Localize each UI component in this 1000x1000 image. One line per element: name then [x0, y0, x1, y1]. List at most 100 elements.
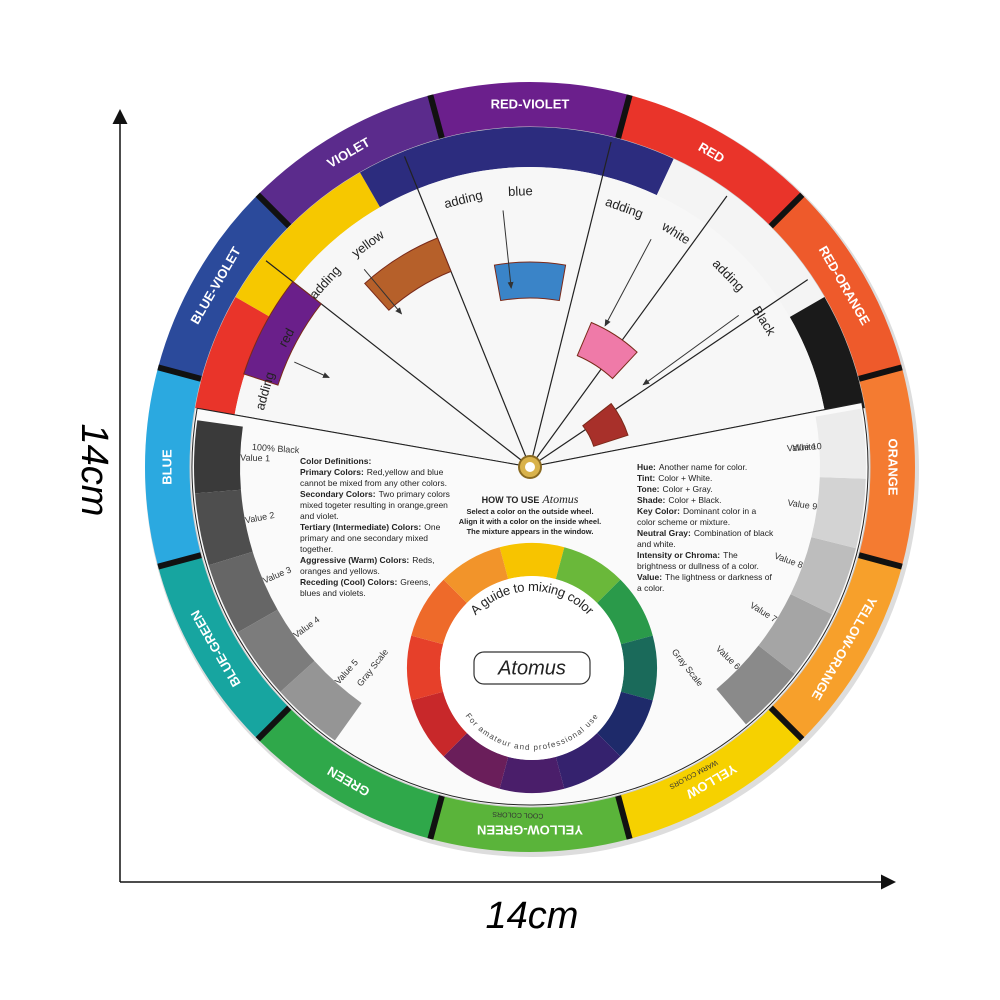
gray-swatch	[716, 645, 795, 725]
inner-band	[789, 297, 865, 415]
glossary-text: Color + Gray.	[662, 484, 713, 494]
glossary-item: Neutral Gray: Combination of black and wh…	[637, 528, 775, 550]
ring-segment	[430, 793, 630, 852]
ring-divider	[255, 192, 292, 229]
glossary-term: Value:	[637, 572, 663, 582]
mix-segment	[499, 543, 565, 580]
glossary-item: Intensity or Chroma: The brightness or du…	[637, 550, 775, 572]
how-to-heading: HOW TO USE Atomus	[455, 492, 605, 506]
mix-segment	[407, 635, 444, 701]
ring-segment	[158, 554, 291, 740]
gray-swatch	[195, 489, 253, 566]
ring-divider	[768, 192, 805, 229]
ring-segment	[158, 194, 291, 380]
ring-divider	[857, 552, 903, 570]
line: Align it with a color on the inside whee…	[455, 517, 605, 527]
ring-label: ORANGE	[886, 438, 901, 495]
glossary-text: Another name for color.	[658, 462, 748, 472]
window-divider	[529, 195, 728, 468]
ring-divider	[157, 364, 203, 382]
window-divider	[403, 156, 531, 468]
ring-divider	[255, 705, 292, 742]
gray-swatch	[758, 594, 832, 674]
grommet-hole	[525, 462, 535, 472]
ring-segment	[257, 95, 443, 228]
glossary-term: Neutral Gray:	[637, 528, 691, 538]
definition: Receding (Cool) Colors: Greens, blues and…	[300, 577, 450, 599]
width-label: 14cm	[486, 895, 579, 937]
ring-divider	[768, 705, 805, 742]
inner-band	[235, 172, 380, 317]
gray-top-label: White	[792, 441, 816, 453]
ring-label: RED-VIOLET	[491, 96, 570, 111]
line: The mixture appears in the window.	[455, 527, 605, 537]
glossary-item: Key Color: Dominant color in a color sche…	[637, 506, 775, 528]
glossary-item: Tone: Color + Gray.	[637, 484, 775, 495]
definition-term: Receding (Cool) Colors:	[300, 577, 398, 587]
glossary-term: Tone:	[637, 484, 660, 494]
definition-text: Greens, blues and violets.	[300, 577, 431, 598]
glossary-text: Color + White.	[658, 473, 713, 483]
glossary-item: Hue: Another name for color.	[637, 462, 775, 473]
definition: Tertiary (Intermediate) Colors: One prima…	[300, 522, 450, 555]
window-arrow	[294, 361, 330, 378]
definition: Aggressive (Warm) Colors: Reds, oranges a…	[300, 555, 450, 577]
mixture-window	[243, 280, 322, 386]
glossary-text: The brightness or dullness of a color.	[637, 550, 759, 571]
window-divider	[529, 279, 809, 468]
mixture-window	[364, 237, 452, 311]
glossary-term: Shade:	[637, 495, 666, 505]
gray-value-label: Value 1	[240, 453, 270, 464]
window-divider	[529, 141, 612, 468]
window-arrow	[642, 314, 740, 386]
gray-swatch	[790, 537, 857, 615]
ring-segment	[856, 367, 916, 567]
mix-segment	[443, 547, 509, 603]
gray-swatch	[280, 661, 362, 741]
ring-label: YELLOW-GREEN	[477, 823, 583, 838]
how-to-brand: Atomus	[542, 492, 579, 506]
cool-label: COOL COLORS	[492, 810, 544, 819]
mix-segment	[411, 579, 467, 645]
ring-segment	[769, 194, 902, 380]
glossary-term: Intensity or Chroma:	[637, 550, 721, 560]
mixture-window	[576, 321, 638, 380]
gray-swatch	[208, 551, 278, 633]
gray-value-label: Value 9	[787, 498, 818, 512]
window-arrow	[502, 210, 514, 289]
gray-top-label: 100% Black	[252, 442, 301, 455]
glossary-item: Shade: Color + Black.	[637, 495, 775, 506]
mixture-window	[493, 261, 567, 302]
ring-segment	[769, 554, 902, 740]
height-label: 14cm	[73, 424, 115, 517]
definition-term: Secondary Colors:	[300, 489, 376, 499]
line: Color Definitions:	[300, 456, 450, 467]
mix-segment	[597, 691, 653, 757]
definition-text: Red,yellow and blue cannot be mixed from…	[300, 467, 447, 488]
brand-box	[473, 651, 591, 685]
how-to-line: Align it with a color on the inside whee…	[458, 517, 602, 526]
mix-segment	[443, 733, 509, 789]
inner-band	[656, 158, 825, 317]
window-arrow	[363, 269, 403, 315]
window-color: blue	[508, 183, 533, 199]
ring-divider	[157, 552, 203, 570]
window-arrow	[604, 238, 652, 327]
mix-segment	[620, 635, 657, 701]
ring-segment	[617, 706, 803, 839]
definition-term: Primary Colors:	[300, 467, 364, 477]
gray-swatch	[193, 420, 243, 494]
definition-term: Aggressive (Warm) Colors:	[300, 555, 410, 565]
gray-swatch	[237, 609, 315, 692]
how-to-block: HOW TO USE Atomus Select a color on the ou…	[455, 492, 605, 537]
mix-segment	[411, 691, 467, 757]
ring-divider	[857, 364, 903, 382]
how-to-line: The mixture appears in the window.	[466, 527, 594, 536]
ring-segment	[430, 82, 630, 141]
glossary-term: Key Color:	[637, 506, 680, 516]
glossary-item: Tint: Color + White.	[637, 473, 775, 484]
how-to-line: Select a color on the outside wheel.	[466, 507, 594, 516]
definition: Primary Colors: Red,yellow and blue canno…	[300, 467, 450, 489]
ring-label: BLUE	[159, 449, 174, 485]
